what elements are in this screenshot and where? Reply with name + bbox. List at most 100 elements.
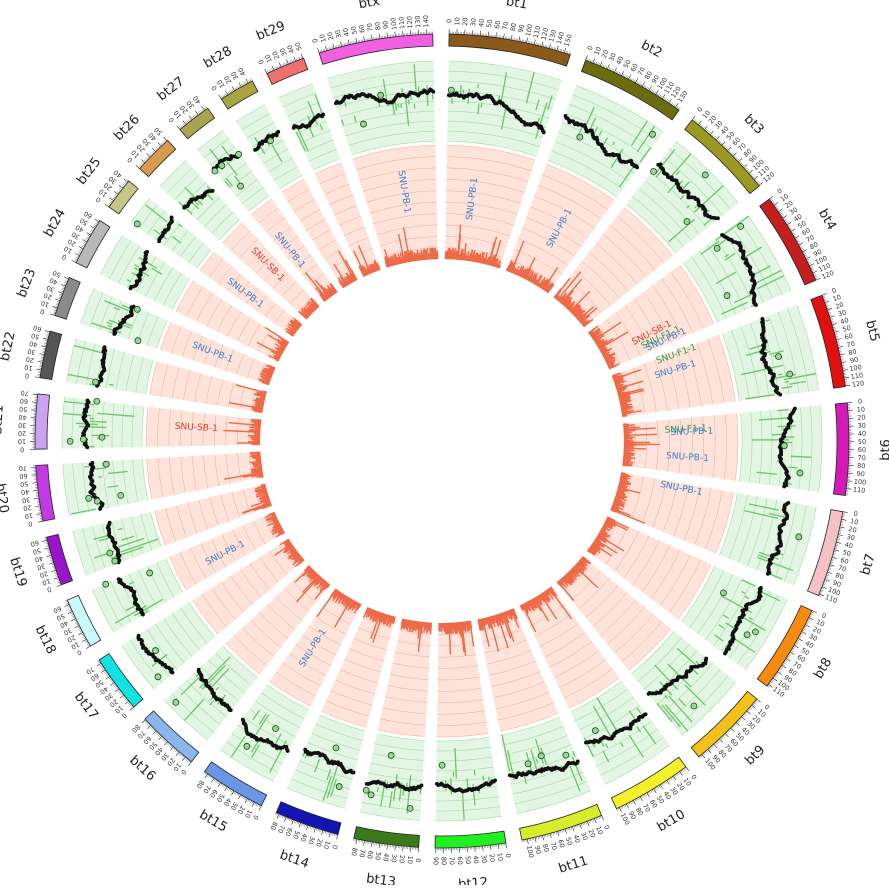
minor-tick [548,46,549,48]
minor-tick [648,792,649,794]
minor-tick [824,581,826,582]
minor-tick [577,825,578,827]
minor-tick [828,569,830,570]
minor-tick [753,177,755,179]
minor-tick [695,120,697,122]
tick-label: 70 [448,857,456,865]
minor-tick [646,87,647,89]
outlier-point [103,581,109,587]
green-track-sector [501,717,591,814]
minor-tick [275,813,276,815]
minor-tick [832,323,834,324]
scatter-point [103,345,107,349]
minor-tick [812,271,814,272]
scatter-point [276,130,280,134]
minor-tick [616,71,617,73]
minor-tick [828,312,830,313]
outlier-point [134,221,140,227]
tick-mark [607,65,609,70]
minor-tick [793,234,795,235]
minor-tick [650,791,651,793]
minor-tick [556,832,557,834]
outlier-point [333,745,339,751]
minor-tick [549,834,550,836]
outlier-point [94,398,100,404]
minor-tick [713,135,715,137]
minor-tick [665,98,666,100]
minor-tick [697,122,699,124]
minor-tick [676,774,677,776]
minor-tick [834,551,836,552]
minor-tick [128,702,130,704]
minor-tick [703,753,705,755]
minor-tick [809,616,811,617]
minor-tick [725,147,727,149]
minor-tick [613,69,614,71]
green-bar [474,770,475,775]
minor-tick [552,47,553,49]
minor-tick [835,545,837,546]
minor-tick [801,633,803,634]
minor-tick [738,720,740,722]
minor-tick [539,836,540,838]
minor-tick [179,753,181,755]
minor-tick [248,799,249,801]
minor-tick [742,716,744,718]
minor-tick [653,91,654,93]
chromosome-label: bt7 [858,552,878,577]
minor-tick [839,529,841,530]
minor-tick [324,831,325,833]
minor-tick [618,808,619,810]
tick-mark [321,830,322,835]
minor-tick [831,560,833,561]
minor-tick [753,704,755,706]
minor-tick [325,831,326,833]
minor-tick [787,657,789,658]
minor-tick [526,839,527,841]
minor-tick [811,268,813,269]
tick-mark [593,58,595,63]
tick-mark [511,35,512,40]
outlier-point [538,753,544,759]
minor-tick [637,798,638,800]
minor-tick [645,86,646,88]
minor-tick [835,547,837,548]
minor-tick [610,68,611,70]
tick-label: 20 [857,413,866,421]
minor-tick [277,813,278,815]
minor-tick [569,52,570,54]
minor-tick [726,148,728,150]
scatter-point [716,216,720,220]
minor-tick [675,775,676,777]
minor-tick [651,790,652,792]
minor-tick [609,67,610,69]
minor-tick [796,641,798,642]
minor-tick [833,554,835,555]
minor-tick [802,630,804,631]
minor-tick [593,819,594,821]
minor-tick [530,838,531,840]
minor-tick [644,794,645,796]
minor-tick [715,137,717,139]
minor-tick [839,532,841,533]
green-bar [791,456,811,457]
minor-tick [566,828,567,830]
minor-tick [709,748,711,750]
minor-tick [241,795,242,797]
minor-tick [776,206,778,207]
minor-tick [596,62,597,64]
minor-tick [298,822,299,824]
outlier-point [134,306,140,312]
minor-tick [221,783,222,785]
minor-tick [131,706,133,708]
green-bar [489,777,490,782]
minor-tick [784,661,786,662]
minor-tick [159,735,161,737]
minor-tick [244,797,245,799]
scatter-point [584,741,588,745]
tick-mark [306,825,308,830]
minor-tick [658,786,659,788]
minor-tick [641,84,642,86]
minor-tick [674,105,675,107]
minor-tick [770,199,772,200]
